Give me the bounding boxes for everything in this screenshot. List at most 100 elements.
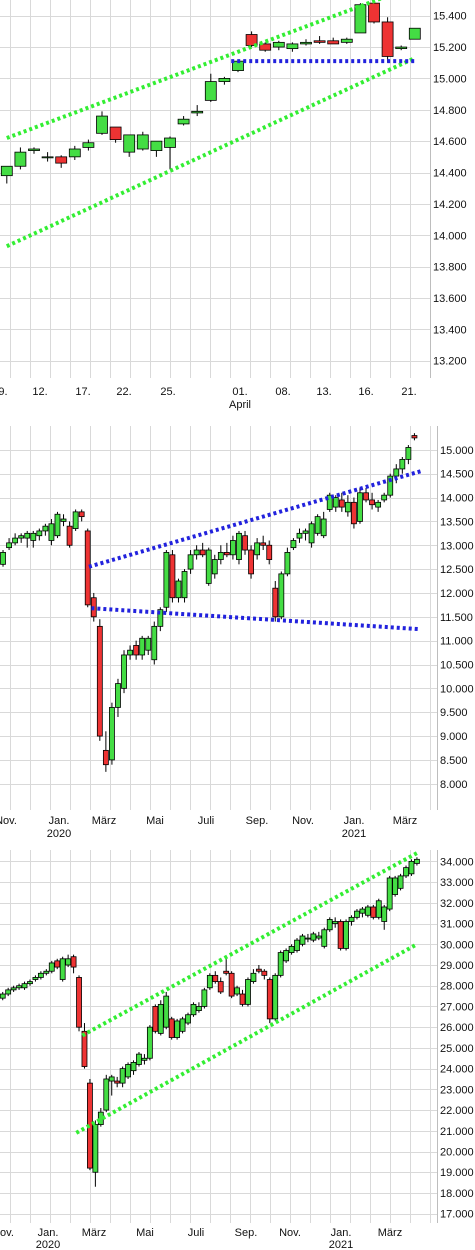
candle: [296, 528, 303, 543]
trend-line: [5, 56, 416, 249]
candle-up: [234, 987, 240, 995]
candle: [177, 116, 190, 126]
candle: [405, 445, 412, 465]
candle: [305, 933, 311, 943]
candle-up: [397, 875, 404, 889]
candle: [254, 538, 261, 560]
candle-up: [290, 540, 297, 549]
x-tick-label: 16.: [358, 386, 373, 398]
candle-down: [152, 1006, 159, 1032]
candle: [30, 530, 37, 548]
candle-up: [375, 501, 382, 508]
candle: [174, 1018, 181, 1040]
x-tick-label: März: [82, 1227, 106, 1239]
candle-up: [343, 921, 349, 949]
candle-down: [212, 974, 219, 982]
candle: [236, 530, 242, 565]
candle: [0, 550, 6, 567]
x-tick-sublabel: 2021: [329, 1239, 353, 1250]
candle: [337, 919, 344, 951]
candle: [114, 1076, 121, 1088]
candle-down: [102, 749, 109, 766]
candle-up: [414, 858, 420, 864]
candle-up: [408, 27, 421, 40]
trend-line: [75, 942, 418, 1135]
candle: [206, 973, 213, 990]
grid: [0, 426, 437, 810]
y-tick-label: 13.000: [440, 540, 474, 552]
candle: [308, 521, 315, 548]
candle-up: [32, 977, 39, 980]
candle: [363, 488, 369, 503]
candle: [55, 155, 68, 168]
candle: [16, 983, 22, 990]
candle: [217, 545, 224, 565]
x-tick-label: 12.: [32, 386, 47, 398]
candle-up: [177, 118, 190, 125]
candle-up: [163, 995, 170, 1028]
candle-up: [403, 867, 409, 877]
candle: [272, 581, 279, 622]
candle-up: [82, 142, 95, 148]
candle-up: [230, 540, 236, 556]
candle-up: [123, 134, 136, 153]
candle-up: [145, 637, 152, 651]
candle-up: [381, 494, 388, 501]
y-tick-label: 11.000: [440, 636, 473, 648]
x-tick-label: 9.: [0, 386, 8, 398]
candle: [302, 528, 309, 541]
y-tick-label: 13.600: [433, 293, 467, 305]
candle-up: [191, 110, 204, 114]
candle-up: [340, 38, 353, 43]
candle: [5, 987, 12, 997]
x-tick-sublabel: 2020: [47, 828, 71, 838]
candle: [66, 521, 73, 548]
candle-down: [381, 21, 394, 57]
candle-up: [5, 989, 12, 995]
candle: [359, 906, 366, 918]
candle: [255, 965, 262, 974]
candle-down: [96, 625, 103, 737]
candle-up: [332, 921, 339, 924]
candle-up: [141, 1057, 148, 1061]
candle: [12, 533, 19, 546]
candle-up: [24, 532, 31, 539]
candle-up: [305, 937, 311, 940]
candle: [152, 1004, 159, 1034]
candle: [239, 989, 246, 1007]
candle: [272, 40, 285, 51]
candle-up: [119, 1068, 126, 1084]
candle: [96, 619, 103, 741]
candle-up: [108, 1076, 115, 1082]
candle-up: [206, 974, 213, 989]
candle-down: [223, 552, 230, 556]
trend-line: [6, 0, 383, 140]
candle-up: [272, 41, 285, 48]
y-tick-label: 13.800: [433, 262, 467, 274]
x-tick-label: 25.: [160, 386, 175, 398]
candle-up: [41, 156, 54, 159]
candle-up: [36, 530, 43, 537]
y-tick-label: 14.800: [433, 105, 467, 117]
candle-up: [296, 532, 303, 539]
y-tick-label: 8.000: [440, 779, 468, 791]
candle-up: [146, 1026, 153, 1059]
candle: [277, 950, 284, 978]
candle-down: [337, 921, 344, 949]
candle-up: [205, 549, 212, 584]
candle: [217, 977, 224, 995]
candle: [370, 904, 377, 920]
candle: [125, 1062, 131, 1079]
candle-up: [0, 165, 13, 177]
x-tick-label: März: [92, 815, 116, 827]
y-tick-label: 15.000: [433, 73, 467, 85]
y-tick-label: 8.500: [440, 755, 468, 767]
candle: [54, 958, 61, 970]
candle: [314, 514, 321, 536]
candle-up: [278, 573, 285, 618]
candle: [248, 545, 254, 579]
candle: [72, 509, 79, 531]
candle: [169, 550, 176, 603]
candle: [0, 991, 6, 1001]
candle-down: [369, 499, 375, 506]
